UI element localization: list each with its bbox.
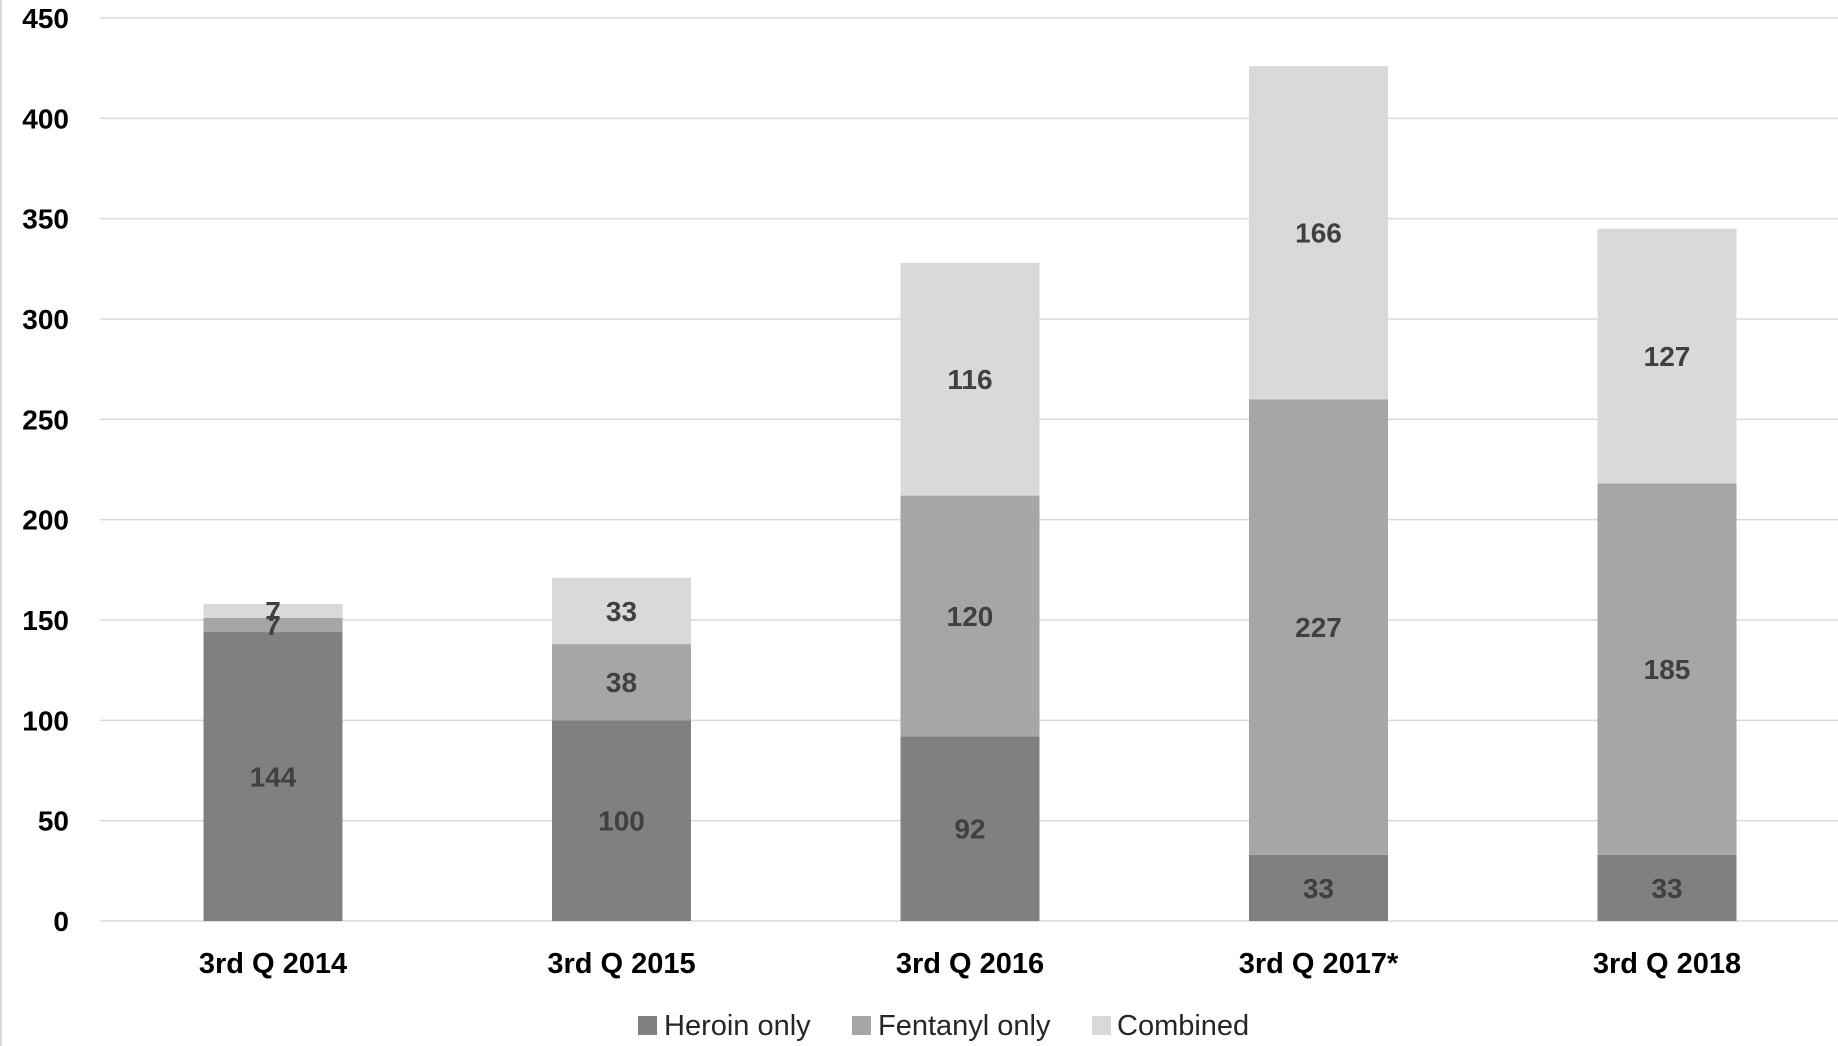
y-tick-label-200: 200 (22, 505, 69, 536)
x-category-label-4: 3rd Q 2018 (1593, 948, 1741, 980)
data-label-heroin-only-4: 33 (1651, 873, 1682, 904)
bar-heroin-only-1 (552, 720, 691, 921)
data-labels: 144 77 100 38 33 92 120 116 33 227 166 33 185 127 (250, 218, 1691, 904)
data-label-heroin-only-0: 144 (250, 762, 297, 793)
bars (203, 66, 1737, 921)
data-label-heroin-only-1: 100 (598, 806, 645, 837)
data-label-fentanyl-only-3: 227 (1295, 612, 1342, 643)
legend-swatch-combined (1092, 1016, 1111, 1035)
bar-fentanyl-only-2 (900, 495, 1040, 737)
y-tick-label-400: 400 (22, 103, 69, 134)
bar-combined-3 (1249, 66, 1388, 400)
x-axis-category-labels: 3rd Q 2014 3rd Q 2015 3rd Q 2016 3rd Q 2017… (199, 948, 1741, 980)
y-tick-label-50: 50 (38, 806, 69, 837)
data-label-heroin-only-2: 92 (954, 814, 985, 845)
bar-fentanyl-only-3 (1249, 399, 1388, 855)
bar-fentanyl-only-0 (203, 617, 343, 633)
x-category-label-3: 3rd Q 2017* (1239, 948, 1399, 980)
legend-label-heroin-only: Heroin only (664, 1010, 811, 1042)
y-tick-label-0: 0 (53, 906, 69, 937)
data-label-combined-1: 33 (606, 596, 637, 627)
data-label-heroin-only-3: 33 (1303, 873, 1334, 904)
bar-heroin-only-4 (1597, 854, 1737, 921)
x-category-label-2: 3rd Q 2016 (896, 948, 1044, 980)
y-axis-tick-labels: 0 50 100 150 200 250 300 350 400 450 (22, 3, 69, 937)
legend: Heroin only Fentanyl only Combined (638, 1010, 1249, 1042)
y-tick-label-350: 350 (22, 204, 69, 235)
y-tick-label-150: 150 (22, 605, 69, 636)
x-category-label-0: 3rd Q 2014 (199, 948, 347, 980)
x-category-label-1: 3rd Q 2015 (547, 948, 695, 980)
bar-heroin-only-2 (900, 736, 1040, 921)
y-tick-label-100: 100 (22, 705, 69, 736)
data-label-combined-0: 7 (265, 596, 281, 627)
data-label-fentanyl-only-1: 38 (606, 667, 637, 698)
bar-heroin-only-3 (1249, 854, 1388, 921)
bar-combined-1 (552, 577, 691, 645)
data-label-fentanyl-only-2: 120 (947, 601, 994, 632)
bar-fentanyl-only-4 (1597, 483, 1737, 855)
legend-swatch-fentanyl-only (852, 1016, 871, 1035)
y-tick-label-250: 250 (22, 404, 69, 435)
y-tick-label-450: 450 (22, 3, 69, 34)
bar-combined-4 (1597, 228, 1737, 484)
y-tick-label-300: 300 (22, 304, 69, 335)
legend-swatch-heroin-only (638, 1016, 657, 1035)
data-label-combined-2: 116 (947, 364, 992, 395)
data-label-fentanyl-only-4: 185 (1644, 654, 1691, 685)
legend-label-fentanyl-only: Fentanyl only (878, 1010, 1051, 1042)
data-label-combined-4: 127 (1644, 341, 1691, 372)
bar-heroin-only-0 (203, 632, 343, 921)
bar-fentanyl-only-1 (552, 644, 691, 721)
bar-combined-2 (900, 262, 1040, 496)
bar-combined-0 (203, 603, 343, 618)
legend-label-combined: Combined (1117, 1010, 1249, 1042)
data-label-combined-3: 166 (1295, 218, 1342, 249)
data-label-fentanyl-only-0: 7 (265, 610, 281, 641)
